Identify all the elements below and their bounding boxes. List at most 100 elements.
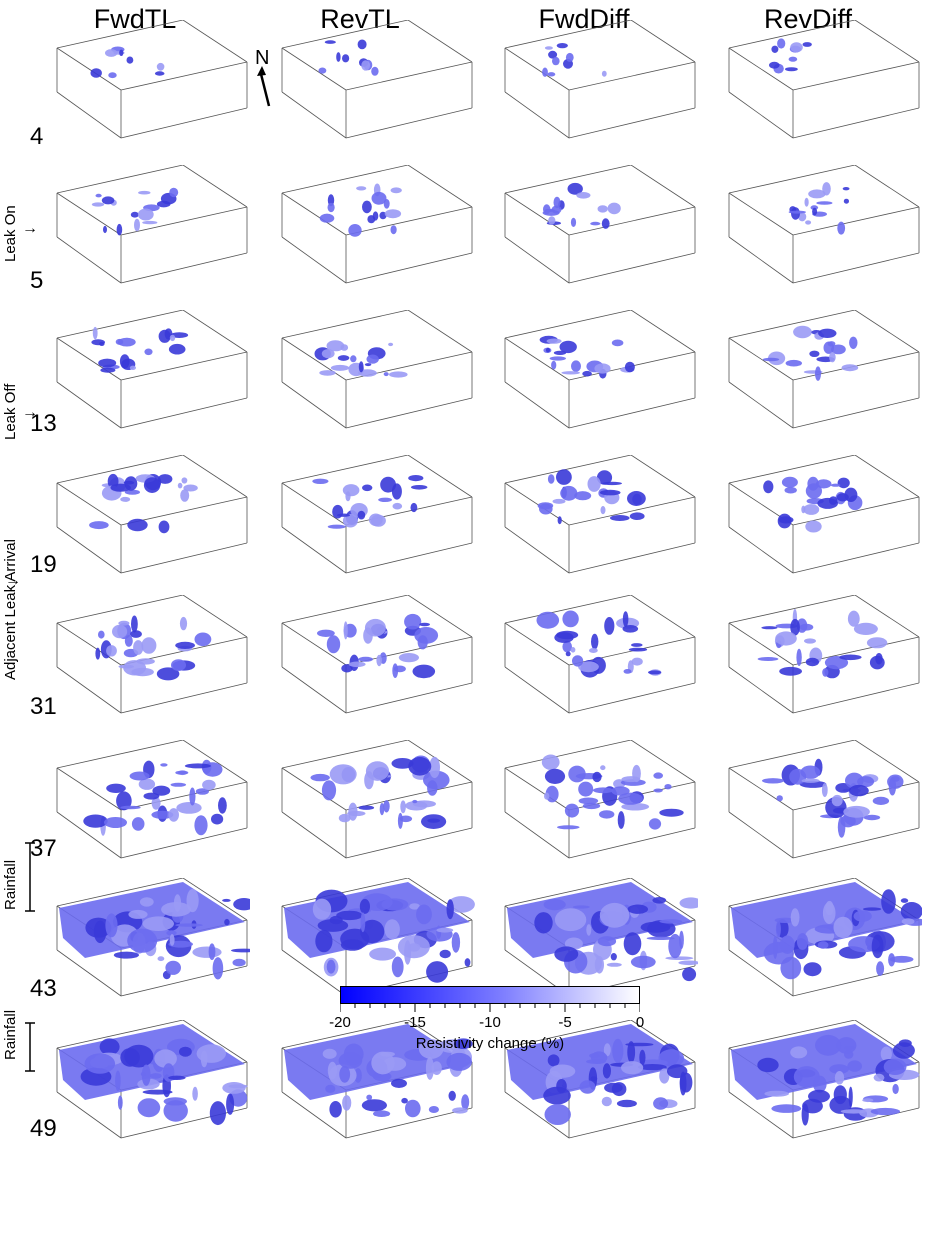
isosurface-blob	[801, 1103, 809, 1126]
isosurface-blob	[611, 339, 624, 347]
isosurface-blob	[590, 1051, 608, 1064]
isosurface-blob	[317, 629, 335, 637]
isosurface-blob	[808, 1089, 830, 1103]
isosurface-blob	[348, 224, 362, 237]
colorbar-title: Resistivity change (%)	[415, 1035, 565, 1052]
isosurface-blob	[133, 640, 144, 655]
isosurface-blob	[131, 817, 145, 831]
isosurface-blob	[89, 521, 109, 530]
isosurface-blob	[327, 524, 346, 529]
isosurface-blob	[392, 502, 403, 510]
isosurface-blob	[848, 1086, 853, 1108]
isosurface-blob	[601, 70, 607, 77]
isosurface-blob	[232, 958, 246, 967]
isosurface-blob	[658, 1049, 685, 1068]
column-title-2: FwdDiff	[538, 4, 630, 34]
isosurface-blob	[427, 818, 441, 823]
isosurface-blob	[678, 960, 698, 966]
isosurface-blob	[345, 491, 351, 502]
isosurface-blob	[557, 825, 580, 830]
isosurface-blob	[105, 49, 118, 57]
colorbar-tick-label: -20	[329, 1014, 351, 1031]
isosurface-blob	[653, 788, 663, 793]
isosurface-blob	[539, 503, 553, 515]
isosurface-blob	[570, 647, 576, 653]
isosurface-blob	[892, 1083, 899, 1095]
isosurface-blob	[439, 949, 451, 959]
isosurface-blob	[631, 643, 643, 647]
isosurface-blob	[779, 666, 802, 676]
isosurface-blob	[892, 1042, 915, 1059]
isosurface-blob	[777, 38, 786, 49]
isosurface-blob	[788, 56, 798, 62]
isosurface-blob	[336, 910, 363, 921]
isosurface-blob	[342, 484, 360, 497]
isosurface-blob	[158, 520, 170, 534]
isosurface-blob	[574, 491, 592, 501]
isosurface-blob	[801, 778, 820, 783]
isosurface-blob	[364, 363, 372, 367]
isosurface-blob	[354, 1068, 362, 1083]
isosurface-blob	[576, 192, 591, 199]
isosurface-blob	[451, 932, 461, 953]
isosurface-blob	[618, 792, 643, 805]
isosurface-blob	[464, 958, 471, 967]
isosurface-blob	[134, 218, 140, 232]
isosurface-blob	[849, 336, 858, 349]
isosurface-blob	[840, 1109, 867, 1114]
isosurface-blob	[372, 211, 379, 221]
isosurface-blob	[405, 800, 428, 811]
isosurface-blob	[113, 951, 139, 959]
isosurface-blob	[163, 1100, 188, 1122]
isosurface-blob	[325, 1084, 336, 1093]
isosurface-blob	[151, 796, 161, 810]
isosurface-blob	[166, 930, 177, 936]
isosurface-blob	[790, 1046, 808, 1059]
isosurface-blob	[83, 814, 108, 828]
isosurface-blob	[419, 622, 430, 627]
isosurface-blob	[863, 907, 882, 911]
isosurface-blob	[784, 486, 797, 494]
isosurface-panel	[504, 878, 698, 997]
isosurface-blob	[170, 782, 187, 787]
isosurface-blob	[123, 660, 146, 676]
isosurface-blob	[664, 784, 672, 790]
isosurface-blob	[659, 919, 683, 924]
isosurface-blob	[358, 361, 364, 373]
isosurface-blob	[594, 363, 611, 374]
isosurface-blob	[358, 805, 375, 810]
column-title-3: RevDiff	[763, 4, 853, 34]
isosurface-blob	[547, 1054, 560, 1067]
isosurface-blob	[578, 781, 594, 797]
isosurface-panel	[56, 595, 248, 714]
isosurface-panel	[56, 1020, 248, 1139]
isosurface-blob	[793, 325, 812, 339]
isosurface-blob	[844, 1050, 854, 1059]
isosurface-blob	[427, 780, 438, 796]
row-number: 5	[30, 267, 44, 294]
isosurface-blob	[809, 350, 820, 357]
isosurface-blob	[384, 919, 400, 940]
isosurface-blob	[805, 520, 822, 533]
isosurface-blob	[317, 919, 349, 932]
isosurface-blob	[778, 516, 794, 524]
isosurface-blob	[556, 469, 572, 485]
isosurface-blob	[572, 905, 590, 909]
isosurface-blob	[175, 923, 203, 927]
event-arrow: →	[22, 220, 38, 237]
isosurface-blob	[130, 630, 142, 638]
isosurface-blob	[780, 956, 802, 980]
isosurface-blob	[630, 955, 656, 969]
isosurface-blob	[137, 1098, 161, 1118]
isosurface-blob	[596, 470, 613, 485]
isosurface-blob	[606, 962, 622, 967]
isosurface-blob	[142, 916, 174, 931]
isosurface-blob	[553, 1040, 562, 1050]
isosurface-panel	[504, 165, 696, 284]
isosurface-blob	[118, 620, 130, 626]
isosurface-blob	[762, 778, 784, 784]
isosurface-blob	[105, 913, 118, 938]
isosurface-blob	[92, 326, 98, 340]
isosurface-blob	[326, 635, 341, 654]
isosurface-blob	[358, 656, 373, 662]
